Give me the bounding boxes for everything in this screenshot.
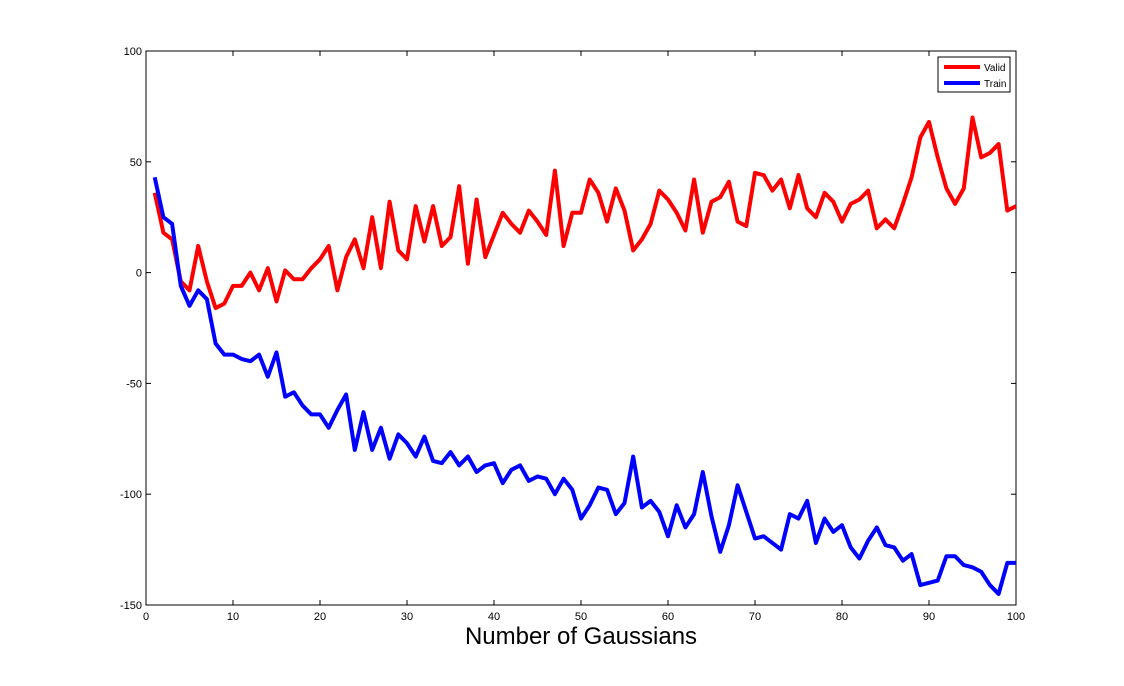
y-tick-label: 100	[124, 46, 142, 58]
series-lines	[152, 115, 1017, 596]
x-tick-label: 100	[1007, 611, 1025, 623]
x-tick-label: 40	[488, 611, 500, 623]
legend-label-valid: Valid	[984, 63, 1006, 74]
y-tick-label: 50	[130, 157, 142, 169]
x-tick-label: 70	[749, 611, 761, 623]
x-axis-label: Number of Gaussians	[465, 623, 697, 650]
y-tick-label: -150	[120, 600, 142, 612]
plot-area	[145, 50, 1017, 606]
x-tick-label: 60	[662, 611, 674, 623]
y-tick-label: -50	[126, 378, 142, 390]
series-line-train	[152, 176, 1016, 596]
series-line-valid	[152, 115, 1017, 311]
y-tick-label: -100	[120, 489, 142, 501]
legend-label-train: Train	[984, 79, 1006, 90]
x-tick-label: 50	[575, 611, 587, 623]
x-axis-ticks: 0 10 20 30 40 50 60 70 80 90 100	[143, 51, 1025, 623]
x-tick-label: 20	[314, 611, 326, 623]
legend: Valid Train	[937, 56, 1011, 93]
y-axis-ticks: -150 -100 -50 0 50 100	[120, 46, 1016, 612]
x-tick-label: 30	[401, 611, 413, 623]
x-tick-label: 0	[143, 611, 149, 623]
x-tick-label: 10	[227, 611, 239, 623]
y-tick-label: 0	[136, 268, 142, 280]
x-tick-label: 80	[836, 611, 848, 623]
x-tick-label: 90	[923, 611, 935, 623]
legend-box	[937, 56, 1011, 93]
